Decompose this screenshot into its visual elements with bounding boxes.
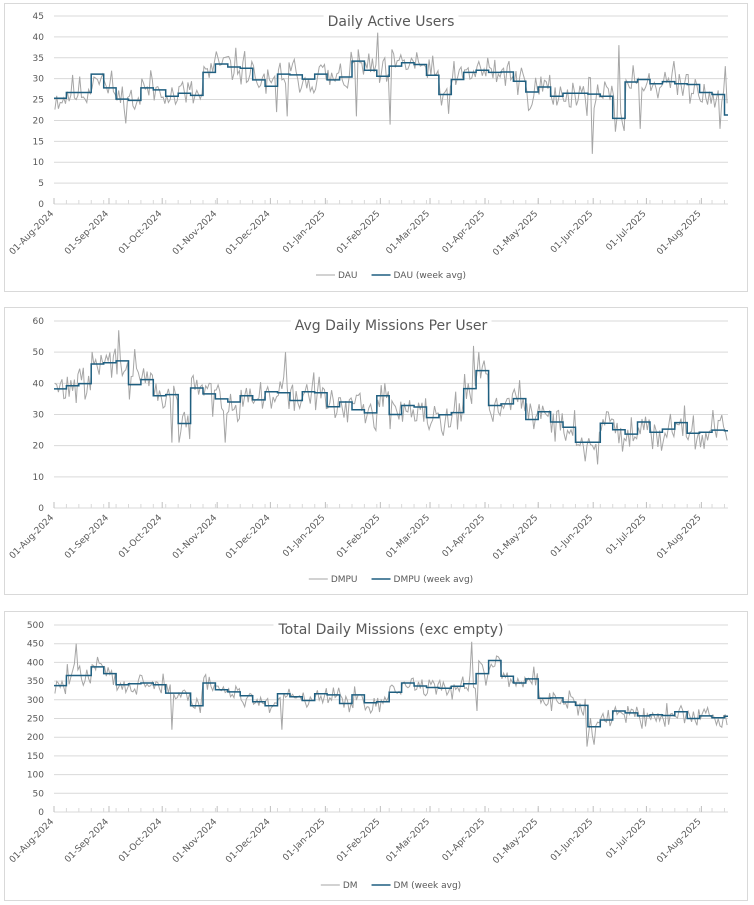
y-tick-label: 15 (33, 137, 44, 147)
series-line-dmpu-week-avg- (54, 360, 728, 443)
y-tick-label: 450 (27, 640, 44, 650)
x-tick-label: 01-Aug-2024 (8, 513, 56, 561)
y-tick-label: 150 (27, 752, 44, 762)
legend-label: DM (week avg) (394, 881, 462, 891)
x-tick-label: 01-Jun-2025 (549, 817, 595, 863)
x-tick-label: 01-Dec-2024 (224, 513, 272, 561)
y-tick-label: 25 (33, 96, 44, 106)
series-line-dmpu (54, 330, 728, 465)
x-tick-label: 01-May-2025 (491, 209, 540, 258)
y-tick-label: 300 (27, 696, 44, 706)
y-tick-label: 400 (27, 658, 44, 668)
y-tick-label: 10 (33, 158, 45, 168)
y-tick-label: 5 (38, 179, 44, 189)
y-tick-label: 250 (27, 715, 44, 725)
x-tick-label: 01-Feb-2025 (335, 817, 382, 864)
x-tick-label: 01-Aug-2024 (8, 817, 56, 865)
x-tick-label: 01-Aug-2025 (655, 817, 703, 865)
dau-chart-svg: 0 5 10 15 20 25 30 35 40 45 01-Aug-2024 01-Sep-2024… (8, 12, 728, 281)
y-tick-label: 10 (33, 473, 45, 483)
series-line-dau-week-avg- (54, 60, 728, 120)
chart-daily-active-users: 0 5 10 15 20 25 30 35 40 45 01-Aug-2024 01-Sep-2024… (4, 3, 748, 292)
x-tick-label: 01-Aug-2024 (8, 209, 56, 257)
y-tick-label: 40 (33, 379, 45, 389)
y-tick-label: 35 (33, 54, 44, 64)
y-tick-label: 40 (33, 33, 45, 43)
chart-title-background (273, 620, 508, 640)
y-tick-label: 45 (33, 12, 44, 22)
chart-total-daily-missions: 0 50 100 150 200 250 300 350 400 450 500 01-Aug-202… (4, 611, 748, 901)
y-tick-label: 0 (38, 200, 44, 210)
x-tick-label: 01-Dec-2024 (224, 817, 272, 865)
y-tick-label: 30 (33, 411, 45, 421)
y-tick-label: 20 (33, 116, 45, 126)
x-tick-label: 01-Aug-2025 (655, 209, 703, 257)
x-tick-label: 01-May-2025 (491, 513, 540, 562)
series-line-dm (54, 641, 728, 747)
x-tick-label: 01-Jul-2025 (605, 209, 649, 253)
x-tick-label: 01-Aug-2025 (655, 513, 703, 561)
x-tick-label: 01-May-2025 (491, 817, 540, 866)
legend: DMPU DMPU (week avg) (308, 575, 474, 585)
chart-title-background (323, 12, 459, 32)
legend-label: DAU (week avg) (394, 271, 466, 281)
x-tick-label: 01-Nov-2024 (171, 209, 219, 257)
x-tick-label: 01-Jan-2025 (281, 817, 327, 863)
x-tick-label: 01-Jul-2025 (605, 817, 649, 861)
dm-chart-svg: 0 50 100 150 200 250 300 350 400 450 500 01-Aug-202… (8, 620, 728, 891)
legend-label: DMPU (week avg) (394, 575, 474, 585)
chart-title-background (290, 316, 492, 336)
y-tick-label: 200 (27, 733, 44, 743)
y-tick-label: 0 (38, 504, 44, 514)
x-tick-label: 01-Jan-2025 (281, 513, 327, 559)
chart-title: Daily Active Users (328, 14, 455, 30)
x-tick-label: 01-Feb-2025 (335, 209, 382, 256)
x-tick-label: 01-Nov-2024 (171, 513, 219, 561)
x-tick-label: 01-Feb-2025 (335, 513, 382, 560)
y-tick-label: 50 (33, 789, 45, 799)
chart-title: Total Daily Missions (exc empty) (277, 622, 503, 638)
x-tick-label: 01-Nov-2024 (171, 817, 219, 865)
y-tick-label: 50 (33, 348, 45, 358)
y-tick-label: 500 (27, 621, 44, 631)
x-tick-label: 01-Sep-2024 (63, 817, 111, 865)
x-tick-label: 01-Oct-2024 (117, 817, 164, 864)
x-tick-label: 01-Mar-2025 (385, 209, 433, 257)
x-tick-label: 01-Jul-2025 (605, 513, 649, 557)
legend-label: DMPU (331, 575, 358, 585)
legend-label: DAU (338, 271, 358, 281)
series-line-dau (54, 32, 728, 154)
dmpu-chart-svg: 0 10 20 30 40 50 60 01-Aug-2024 01-Sep-2024 01-Oc… (8, 316, 728, 585)
y-tick-label: 20 (33, 442, 45, 452)
x-tick-label: 01-Sep-2024 (63, 209, 111, 257)
legend: DAU DAU (week avg) (316, 271, 466, 281)
x-tick-label: 01-Apr-2025 (441, 817, 487, 863)
series-line-dm-week-avg- (54, 659, 728, 728)
y-tick-label: 350 (27, 677, 44, 687)
x-tick-label: 01-Apr-2025 (441, 513, 487, 559)
y-tick-label: 30 (33, 75, 45, 85)
x-tick-label: 01-Oct-2024 (117, 513, 164, 560)
chart-title: Avg Daily Missions Per User (295, 318, 488, 334)
y-tick-label: 0 (38, 808, 44, 818)
x-tick-label: 01-Mar-2025 (385, 513, 433, 561)
chart-avg-daily-missions-per-user: 0 10 20 30 40 50 60 01-Aug-2024 01-Sep-2024 01-Oc… (4, 307, 748, 595)
x-tick-label: 01-Oct-2024 (117, 209, 164, 256)
y-tick-label: 60 (33, 317, 45, 327)
legend: DM DM (week avg) (320, 881, 462, 891)
legend-label: DM (343, 881, 358, 891)
x-tick-label: 01-Sep-2024 (63, 513, 111, 561)
x-tick-label: 01-Mar-2025 (385, 817, 433, 865)
x-tick-label: 01-Jun-2025 (549, 209, 595, 255)
x-tick-label: 01-Dec-2024 (224, 209, 272, 257)
y-tick-label: 100 (27, 771, 44, 781)
x-tick-label: 01-Jan-2025 (281, 209, 327, 255)
x-tick-label: 01-Jun-2025 (549, 513, 595, 559)
x-tick-label: 01-Apr-2025 (441, 209, 487, 255)
